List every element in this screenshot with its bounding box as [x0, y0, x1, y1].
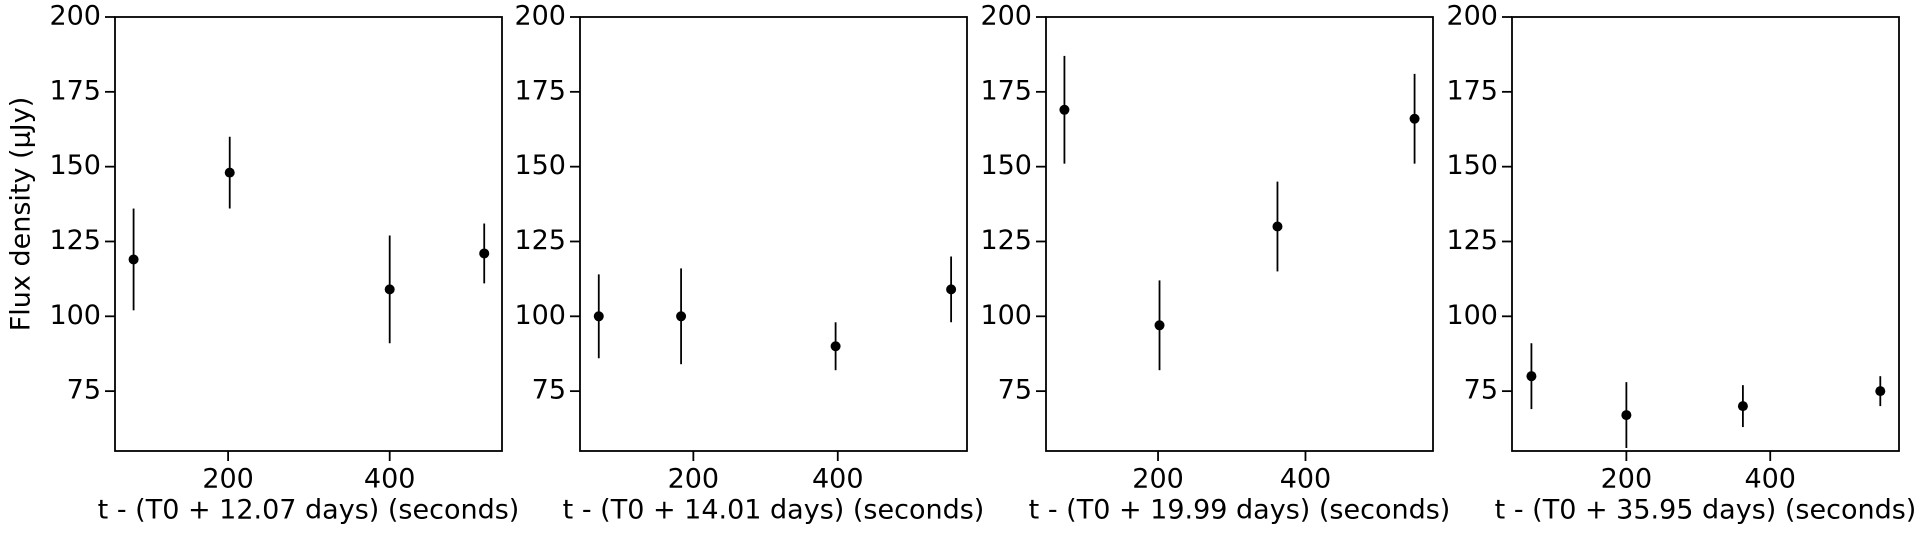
point: [1272, 221, 1283, 232]
point: [830, 341, 841, 352]
point: [1737, 401, 1748, 412]
y-tick-label: 100: [980, 300, 1032, 331]
x-tick-label: 400: [1280, 464, 1332, 495]
x-tick-label: 400: [364, 464, 416, 495]
y-tick-label: 200: [514, 1, 566, 32]
y-tick-label: 125: [514, 225, 566, 256]
point: [1621, 410, 1632, 421]
y-axis-label: Flux density (μJy): [6, 97, 37, 331]
plot-frame: [1045, 16, 1434, 452]
plot-frame: [1511, 16, 1900, 452]
y-tick-label: 150: [514, 150, 566, 181]
point: [384, 284, 395, 295]
y-tick-label: 150: [1446, 150, 1498, 181]
y-tick-label: 75: [998, 375, 1032, 406]
plot-frame: [114, 16, 503, 452]
point: [1059, 104, 1070, 115]
y-tick-label: 125: [1446, 225, 1498, 256]
y-tick-label: 100: [1446, 300, 1498, 331]
plot-frame: [579, 16, 968, 452]
x-tick-label: 400: [1744, 464, 1796, 495]
point: [593, 311, 604, 322]
point: [479, 248, 490, 259]
x-axis-label: t - (T0 + 35.95 days) (seconds): [1495, 495, 1917, 526]
y-tick-label: 175: [1446, 75, 1498, 106]
y-tick-label: 175: [980, 75, 1032, 106]
y-tick-label: 200: [49, 1, 101, 32]
point: [1875, 386, 1886, 397]
point: [946, 284, 957, 295]
x-tick-label: 200: [1132, 464, 1184, 495]
y-tick-label: 75: [532, 375, 566, 406]
y-tick-label: 75: [67, 375, 101, 406]
y-tick-label: 175: [49, 75, 101, 106]
y-tick-label: 125: [980, 225, 1032, 256]
point: [128, 254, 139, 265]
y-tick-label: 100: [514, 300, 566, 331]
point: [1526, 371, 1537, 382]
x-tick-label: 400: [812, 464, 864, 495]
y-tick-label: 200: [980, 1, 1032, 32]
x-axis-label: t - (T0 + 12.07 days) (seconds): [98, 495, 520, 526]
y-tick-label: 75: [1464, 375, 1498, 406]
x-tick-label: 200: [1601, 464, 1653, 495]
point: [1409, 113, 1420, 124]
point: [224, 167, 235, 178]
y-tick-label: 100: [49, 300, 101, 331]
y-tick-label: 150: [49, 150, 101, 181]
point: [676, 311, 687, 322]
y-tick-label: 200: [1446, 1, 1498, 32]
point: [1154, 320, 1165, 331]
x-tick-label: 200: [668, 464, 720, 495]
y-tick-label: 175: [514, 75, 566, 106]
y-tick-label: 150: [980, 150, 1032, 181]
x-axis-label: t - (T0 + 14.01 days) (seconds): [563, 495, 985, 526]
y-tick-label: 125: [49, 225, 101, 256]
x-axis-label: t - (T0 + 19.99 days) (seconds): [1029, 495, 1451, 526]
x-tick-label: 200: [202, 464, 254, 495]
